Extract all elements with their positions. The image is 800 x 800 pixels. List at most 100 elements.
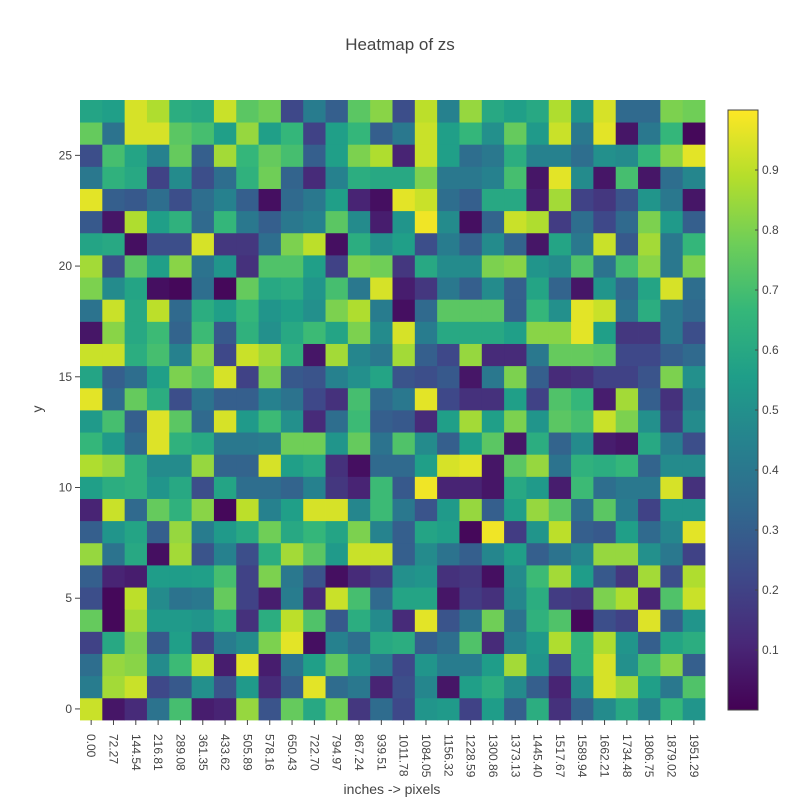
- heatmap-cell: [504, 100, 527, 123]
- heatmap-cell: [682, 144, 706, 167]
- heatmap-cell: [169, 255, 193, 278]
- heatmap-cell: [258, 365, 282, 389]
- heatmap-cell: [526, 255, 550, 278]
- heatmap-cell: [638, 587, 661, 610]
- heatmap-cell: [638, 343, 661, 367]
- heatmap-cell: [437, 166, 460, 189]
- heatmap-cell: [124, 166, 148, 189]
- heatmap-cell: [80, 432, 103, 455]
- heatmap-cell: [213, 122, 237, 145]
- heatmap-cell: [414, 498, 438, 522]
- heatmap-cell: [146, 410, 170, 433]
- heatmap-cell: [213, 476, 237, 499]
- heatmap-cell: [615, 432, 639, 455]
- heatmap-cell: [80, 277, 103, 300]
- heatmap-cell: [615, 631, 639, 654]
- heatmap-cell: [638, 631, 661, 654]
- heatmap-cell: [213, 587, 237, 610]
- heatmap-cell: [638, 232, 661, 256]
- heatmap-cell: [638, 653, 661, 677]
- heatmap-cell: [191, 299, 215, 322]
- heatmap-cell: [593, 609, 617, 632]
- heatmap-cell: [80, 299, 103, 322]
- heatmap-cell: [169, 653, 193, 677]
- heatmap-cell: [481, 365, 505, 389]
- heatmap-cell: [236, 520, 259, 544]
- heatmap-cell: [615, 542, 639, 566]
- heatmap-cell: [504, 210, 527, 234]
- heatmap-cell: [191, 631, 215, 654]
- heatmap-cell: [548, 565, 572, 588]
- heatmap-cell: [638, 432, 661, 455]
- heatmap-cell: [526, 410, 550, 433]
- heatmap-cell: [392, 565, 416, 588]
- heatmap-cell: [236, 343, 259, 367]
- heatmap-cell: [370, 144, 393, 167]
- heatmap-cell: [504, 520, 527, 544]
- heatmap-cell: [258, 565, 282, 588]
- heatmap-cell: [303, 498, 326, 522]
- heatmap-cell: [146, 653, 170, 677]
- heatmap-cell: [347, 321, 371, 344]
- heatmap-cell: [213, 144, 237, 167]
- heatmap-cell: [347, 100, 371, 123]
- heatmap-cell: [191, 365, 215, 389]
- heatmap-cells: [80, 100, 706, 721]
- heatmap-cell: [236, 321, 259, 344]
- heatmap-cell: [124, 697, 148, 721]
- heatmap-cell: [370, 299, 393, 322]
- heatmap-cell: [459, 365, 483, 389]
- heatmap-cell: [615, 653, 639, 677]
- heatmap-cell: [280, 520, 304, 544]
- heatmap-cell: [437, 565, 460, 588]
- heatmap-cell: [593, 653, 617, 677]
- heatmap-cell: [303, 631, 326, 654]
- heatmap-cell: [571, 675, 594, 699]
- heatmap-cell: [303, 166, 326, 189]
- heatmap-cell: [615, 476, 639, 499]
- heatmap-cell: [347, 277, 371, 300]
- heatmap-cell: [370, 343, 393, 367]
- heatmap-cell: [258, 188, 282, 212]
- heatmap-cell: [124, 410, 148, 433]
- heatmap-cell: [526, 520, 550, 544]
- heatmap-cell: [213, 631, 237, 654]
- heatmap-cell: [548, 631, 572, 654]
- heatmap-cell: [571, 697, 594, 721]
- heatmap-cell: [593, 343, 617, 367]
- heatmap-cell: [191, 587, 215, 610]
- heatmap-cell: [392, 188, 416, 212]
- heatmap-cell: [102, 697, 126, 721]
- heatmap-cell: [593, 387, 617, 411]
- heatmap-cell: [526, 343, 550, 367]
- heatmap-cell: [102, 542, 126, 566]
- heatmap-cell: [280, 365, 304, 389]
- heatmap-cell: [236, 631, 259, 654]
- heatmap-cell: [481, 609, 505, 632]
- colorbar: 0.1 0.2 0.3 0.4 0.5 0.6 0.7 0.8 0.9: [727, 109, 779, 711]
- heatmap-cell: [414, 365, 438, 389]
- heatmap-cell: [437, 188, 460, 212]
- heatmap-cell: [280, 476, 304, 499]
- heatmap-cell: [392, 498, 416, 522]
- heatmap-cell: [392, 432, 416, 455]
- heatmap-cell: [191, 609, 215, 632]
- heatmap-cell: [325, 122, 349, 145]
- heatmap-cell: [347, 653, 371, 677]
- heatmap-cell: [280, 255, 304, 278]
- x-tick-label: 1589.94: [575, 734, 589, 778]
- heatmap-cell: [504, 365, 527, 389]
- heatmap-cell: [213, 387, 237, 411]
- heatmap-cell: [414, 144, 438, 167]
- heatmap-cell: [526, 675, 550, 699]
- heatmap-cell: [638, 520, 661, 544]
- heatmap-cell: [347, 343, 371, 367]
- heatmap-cell: [280, 122, 304, 145]
- heatmap-cell: [347, 232, 371, 256]
- heatmap-cell: [370, 387, 393, 411]
- heatmap-cell: [593, 122, 617, 145]
- heatmap-cell: [280, 144, 304, 167]
- heatmap-cell: [414, 631, 438, 654]
- heatmap-cell: [481, 498, 505, 522]
- heatmap-cell: [392, 277, 416, 300]
